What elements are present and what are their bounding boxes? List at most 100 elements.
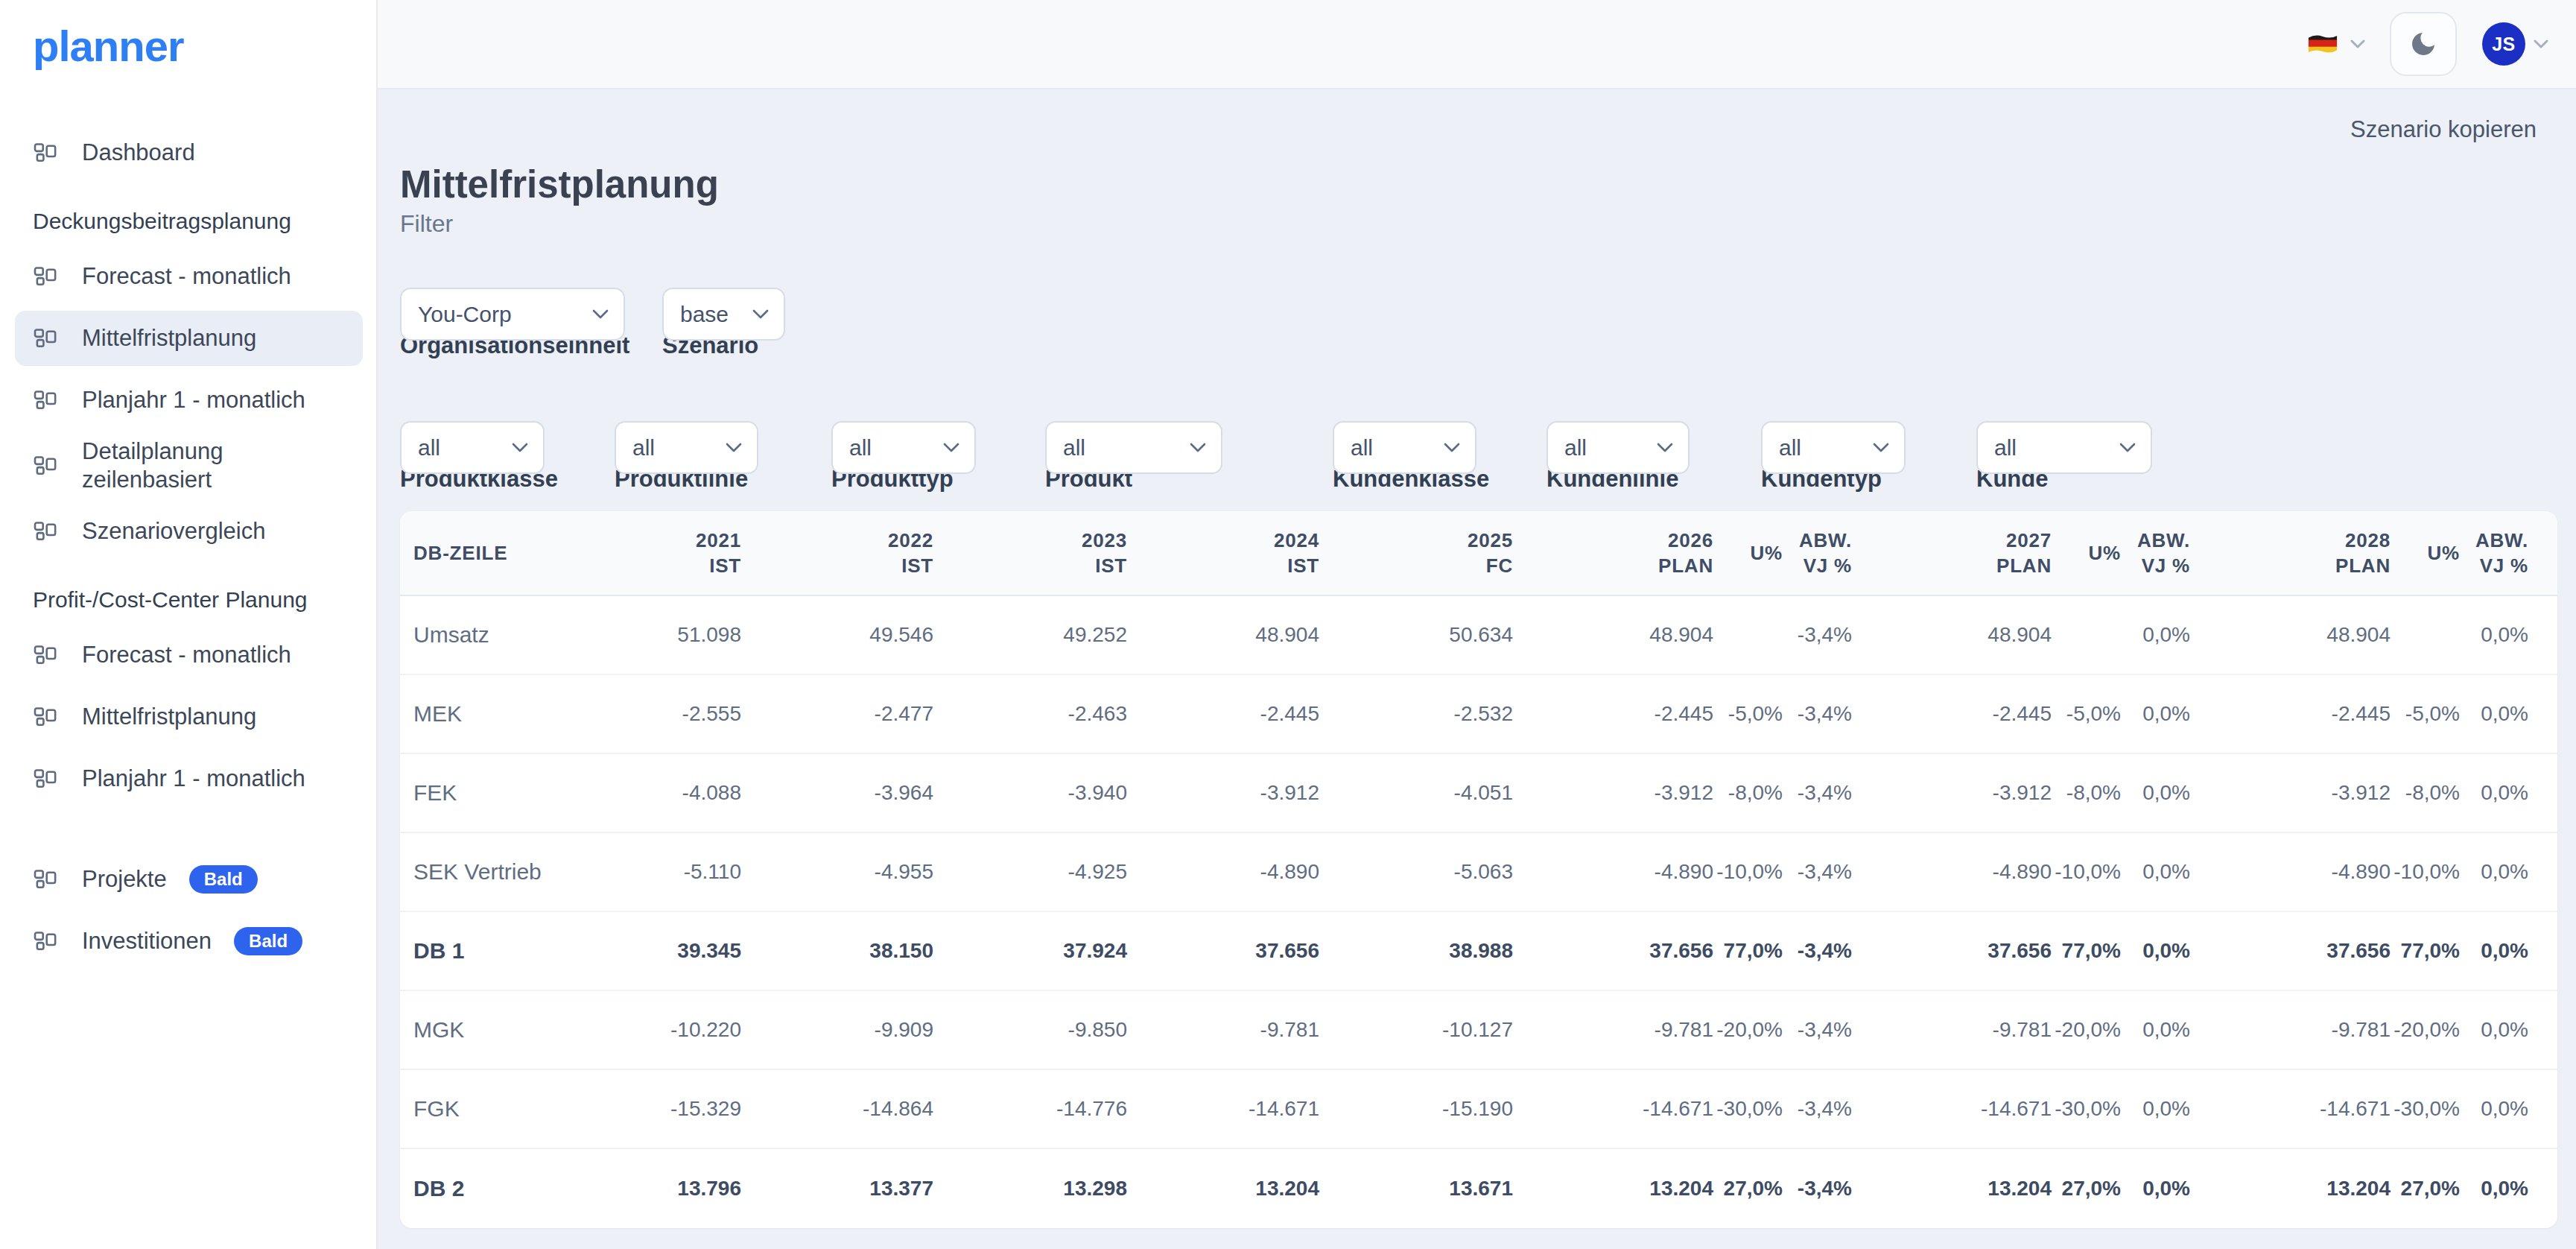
col-header-u-7: U% [1713,511,1783,595]
layout-grid-icon [33,267,60,286]
row-label: SEK Vertrieb [400,833,548,911]
cell-fek-10: 0,0% [2121,754,2190,832]
cell-fgk-11: -14.671 [2190,1070,2391,1148]
col-header-line1: ABW. [2475,528,2528,553]
language-selector[interactable] [2306,32,2366,56]
cell-mek-1: -2.477 [741,675,933,753]
filter-select-kundentyp[interactable]: all [1761,421,1906,474]
filter-select-produktlinie[interactable]: all [615,421,758,474]
cell-mek-2: -2.463 [933,675,1127,753]
chevron-down-icon [1190,443,1206,452]
filter-heading: Filter [400,210,453,238]
sidebar-item-forecast-monatlich[interactable]: Forecast - monatlich [15,249,363,304]
filter-select-kunde[interactable]: all [1976,421,2152,474]
cell-mgk-6: -20,0% [1713,991,1783,1069]
sidebar-item-label: Szenariovergleich [82,517,265,546]
filter-select-produkttyp[interactable]: all [831,421,976,474]
sidebar-item-forecast-monatlich[interactable]: Forecast - monatlich [15,627,363,683]
cell-mgk-1: -9.909 [741,991,933,1069]
theme-toggle-button[interactable] [2390,12,2457,76]
sidebar-item-investitionen[interactable]: InvestitionenBald [15,914,363,969]
cell-fek-0: -4.088 [548,754,741,832]
sidebar-item-detailplanung-zeilenbasiert[interactable]: Detailplanung zeilenbasiert [15,434,363,497]
table-row-db-2: DB 213.79613.37713.29813.20413.67113.204… [400,1149,2557,1228]
cell-db-2-2: 13.298 [933,1149,1127,1228]
row-label: DB 2 [400,1149,548,1228]
row-label: FGK [400,1070,548,1148]
cell-fgk-2: -14.776 [933,1070,1127,1148]
app-logo[interactable]: planner [33,21,184,71]
sidebar-item-label: Planjahr 1 - monatlich [82,765,305,793]
avatar[interactable]: JS [2482,22,2525,66]
chevron-down-icon [512,443,528,452]
copy-scenario-button[interactable]: Szenario kopieren [2350,116,2537,143]
filter-select-produktklasse[interactable]: all [400,421,545,474]
col-header-2022-ist-2: 2022IST [741,511,933,595]
chevron-down-icon [2119,443,2136,452]
sidebar-item-dashboard[interactable]: Dashboard [15,125,363,180]
cell-db-1-0: 39.345 [548,912,741,990]
sidebar-gap [15,813,363,852]
col-header-line2: PLAN [1996,553,2052,578]
sidebar-item-planjahr-1-monatlich[interactable]: Planjahr 1 - monatlich [15,373,363,428]
cell-fek-9: -8,0% [2052,754,2121,832]
cell-umsatz-4: 50.634 [1319,596,1513,674]
layout-grid-icon [33,329,60,348]
col-header-db-zeile: DB-ZEILE [400,511,548,595]
user-menu[interactable]: JS [2482,22,2549,66]
cell-db-2-1: 13.377 [741,1149,933,1228]
filter-select-szenario[interactable]: base [662,288,785,341]
cell-sek-vertrieb-10: 0,0% [2121,833,2190,911]
col-header-2024-ist-4: 2024IST [1127,511,1319,595]
layout-grid-icon [33,707,60,727]
col-header-2025-fc-5: 2025FC [1319,511,1513,595]
row-label: Umsatz [400,596,548,674]
cell-mek-8: -2.445 [1852,675,2052,753]
cell-db-1-10: 0,0% [2121,912,2190,990]
main-content: Szenario kopieren Mittelfristplanung Fil… [378,89,2576,1249]
cell-fgk-13: 0,0% [2460,1070,2528,1148]
table-row-mek: MEK-2.555-2.477-2.463-2.445-2.532-2.445-… [400,675,2557,754]
sidebar-item-label: Planjahr 1 - monatlich [82,386,305,414]
sidebar-item-mittelfristplanung[interactable]: Mittelfristplanung [15,311,363,366]
table-row-umsatz: Umsatz51.09849.54649.25248.90450.63448.9… [400,596,2557,675]
filter-select-kundenklasse[interactable]: all [1333,421,1476,474]
chevron-down-icon [1444,443,1460,452]
col-header-line1: 2025 [1468,528,1513,553]
cell-mgk-3: -9.781 [1127,991,1319,1069]
cell-fek-6: -8,0% [1713,754,1783,832]
col-header-line2: IST [1287,553,1319,578]
layout-grid-icon [33,456,60,475]
sidebar-item-szenariovergleich[interactable]: Szenariovergleich [15,504,363,559]
filter-select-produkt[interactable]: all [1045,421,1222,474]
german-flag-icon [2306,32,2339,56]
cell-sek-vertrieb-9: -10,0% [2052,833,2121,911]
cell-sek-vertrieb-3: -4.890 [1127,833,1319,911]
cell-db-1-2: 37.924 [933,912,1127,990]
sidebar-item-planjahr-1-monatlich[interactable]: Planjahr 1 - monatlich [15,751,363,806]
cell-mgk-10: 0,0% [2121,991,2190,1069]
cell-db-1-8: 37.656 [1852,912,2052,990]
row-label: FEK [400,754,548,832]
cell-umsatz-9 [2052,596,2121,674]
sidebar: planner DashboardDeckungsbeitragsplanung… [0,0,378,1249]
cell-db-2-13: 0,0% [2460,1149,2528,1228]
filter-select-kundenlinie[interactable]: all [1546,421,1690,474]
col-header-2028-plan-12: 2028PLAN [2190,511,2391,595]
sidebar-item-projekte[interactable]: ProjekteBald [15,852,363,907]
cell-db-2-0: 13.796 [548,1149,741,1228]
sidebar-item-label: Mittelfristplanung [82,703,256,731]
filter-select-organisationseinheit[interactable]: You-Corp [400,288,625,341]
cell-mek-7: -3,4% [1783,675,1852,753]
selected-value: all [418,435,440,461]
cell-db-1-1: 38.150 [741,912,933,990]
sidebar-item-mittelfristplanung[interactable]: Mittelfristplanung [15,689,363,744]
col-header-line1: U% [2428,540,2461,566]
cell-mgk-8: -9.781 [1852,991,2052,1069]
cell-db-2-3: 13.204 [1127,1149,1319,1228]
sidebar-item-label: Forecast - monatlich [82,262,291,291]
cell-umsatz-3: 48.904 [1127,596,1319,674]
col-header-u-10: U% [2052,511,2121,595]
col-header-line1: DB-ZEILE [413,540,507,566]
cell-fgk-7: -3,4% [1783,1070,1852,1148]
